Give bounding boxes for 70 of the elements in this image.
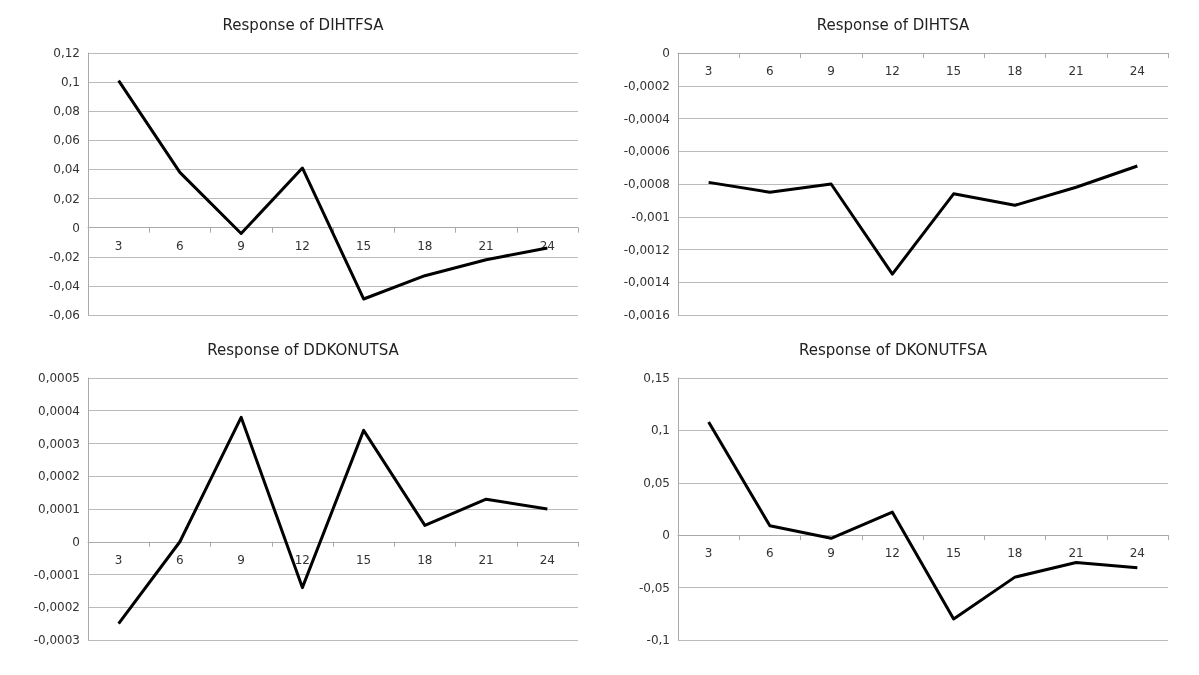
y-tick-label: -0,0016 [623, 308, 670, 322]
y-tick-label: -0,0003 [33, 633, 80, 647]
x-tick-label: 24 [1129, 64, 1146, 78]
y-tick-label: 0,0002 [38, 469, 80, 484]
x-tick-label: 3 [704, 64, 713, 78]
y-tick-label: -0,1 [646, 633, 670, 647]
x-tick-label: 24 [1129, 546, 1146, 561]
y-tick-label: 0,0004 [38, 403, 80, 418]
y-tick-label: -0,02 [48, 249, 80, 264]
y-tick-label: 0 [662, 46, 670, 60]
y-tick-label: -0,04 [48, 278, 80, 293]
chart-title: Response of DIHTSA [816, 15, 970, 34]
y-tick-label: -0,0008 [623, 177, 670, 191]
y-tick-label: -0,0001 [33, 567, 80, 582]
x-tick-label: 15 [355, 552, 372, 567]
x-tick-label: 15 [355, 238, 372, 253]
x-tick-label: 6 [176, 238, 184, 253]
x-tick-label: 12 [294, 552, 311, 567]
y-tick-label: 0,0005 [38, 371, 80, 385]
y-tick-label: 0 [662, 528, 670, 543]
x-tick-label: 21 [1068, 64, 1084, 78]
y-tick-label: -0,05 [638, 580, 670, 595]
x-tick-label: 15 [945, 546, 962, 561]
y-tick-label: 0 [72, 220, 80, 235]
y-tick-label: 0,02 [53, 191, 80, 206]
y-tick-label: -0,0012 [623, 242, 670, 257]
y-tick-label: -0,0006 [623, 144, 670, 159]
x-tick-label: 6 [766, 546, 774, 561]
x-tick-label: 12 [884, 64, 901, 78]
x-tick-label: 9 [237, 238, 245, 253]
x-tick-label: 21 [478, 238, 494, 253]
y-tick-label: 0,1 [650, 423, 670, 438]
y-tick-label: -0,0002 [623, 78, 670, 93]
x-tick-label: 12 [884, 546, 901, 561]
x-tick-label: 18 [1007, 546, 1023, 561]
x-tick-label: 9 [827, 546, 835, 561]
chart-title: Response of DIHTFSA [222, 15, 385, 34]
x-tick-label: 21 [1068, 546, 1084, 561]
x-tick-label: 3 [114, 552, 123, 567]
y-tick-label: 0,08 [53, 104, 80, 119]
y-tick-label: -0,06 [48, 308, 80, 322]
y-tick-label: -0,0014 [623, 275, 670, 290]
chart-title: Response of DKONUTFSA [798, 340, 988, 359]
x-tick-label: 6 [176, 552, 184, 567]
x-tick-label: 18 [417, 238, 433, 253]
x-tick-label: 3 [704, 546, 713, 561]
x-tick-label: 9 [237, 552, 245, 567]
y-tick-label: 0,0001 [38, 502, 80, 516]
x-tick-label: 21 [478, 552, 494, 567]
chart-title: Response of DDKONUTSA [207, 340, 400, 359]
x-tick-label: 12 [294, 238, 311, 253]
y-tick-label: 0,12 [53, 46, 80, 60]
x-tick-label: 24 [539, 552, 556, 567]
y-tick-label: 0,0003 [38, 436, 80, 451]
y-tick-label: -0,0004 [623, 111, 670, 126]
y-tick-label: 0 [72, 534, 80, 549]
x-tick-label: 6 [766, 64, 774, 78]
y-tick-label: 0,05 [643, 475, 670, 490]
y-tick-label: 0,06 [53, 133, 80, 148]
x-tick-label: 15 [945, 64, 962, 78]
x-tick-label: 18 [417, 552, 433, 567]
y-tick-label: 0,04 [53, 162, 80, 177]
line-series [707, 164, 1139, 276]
y-tick-label: 0,15 [643, 371, 670, 385]
y-tick-label: -0,0002 [33, 600, 80, 615]
x-tick-label: 9 [827, 64, 835, 78]
y-tick-label: -0,001 [631, 209, 670, 224]
x-tick-label: 18 [1007, 64, 1023, 78]
x-tick-label: 3 [114, 238, 123, 253]
y-tick-label: 0,1 [60, 75, 80, 90]
